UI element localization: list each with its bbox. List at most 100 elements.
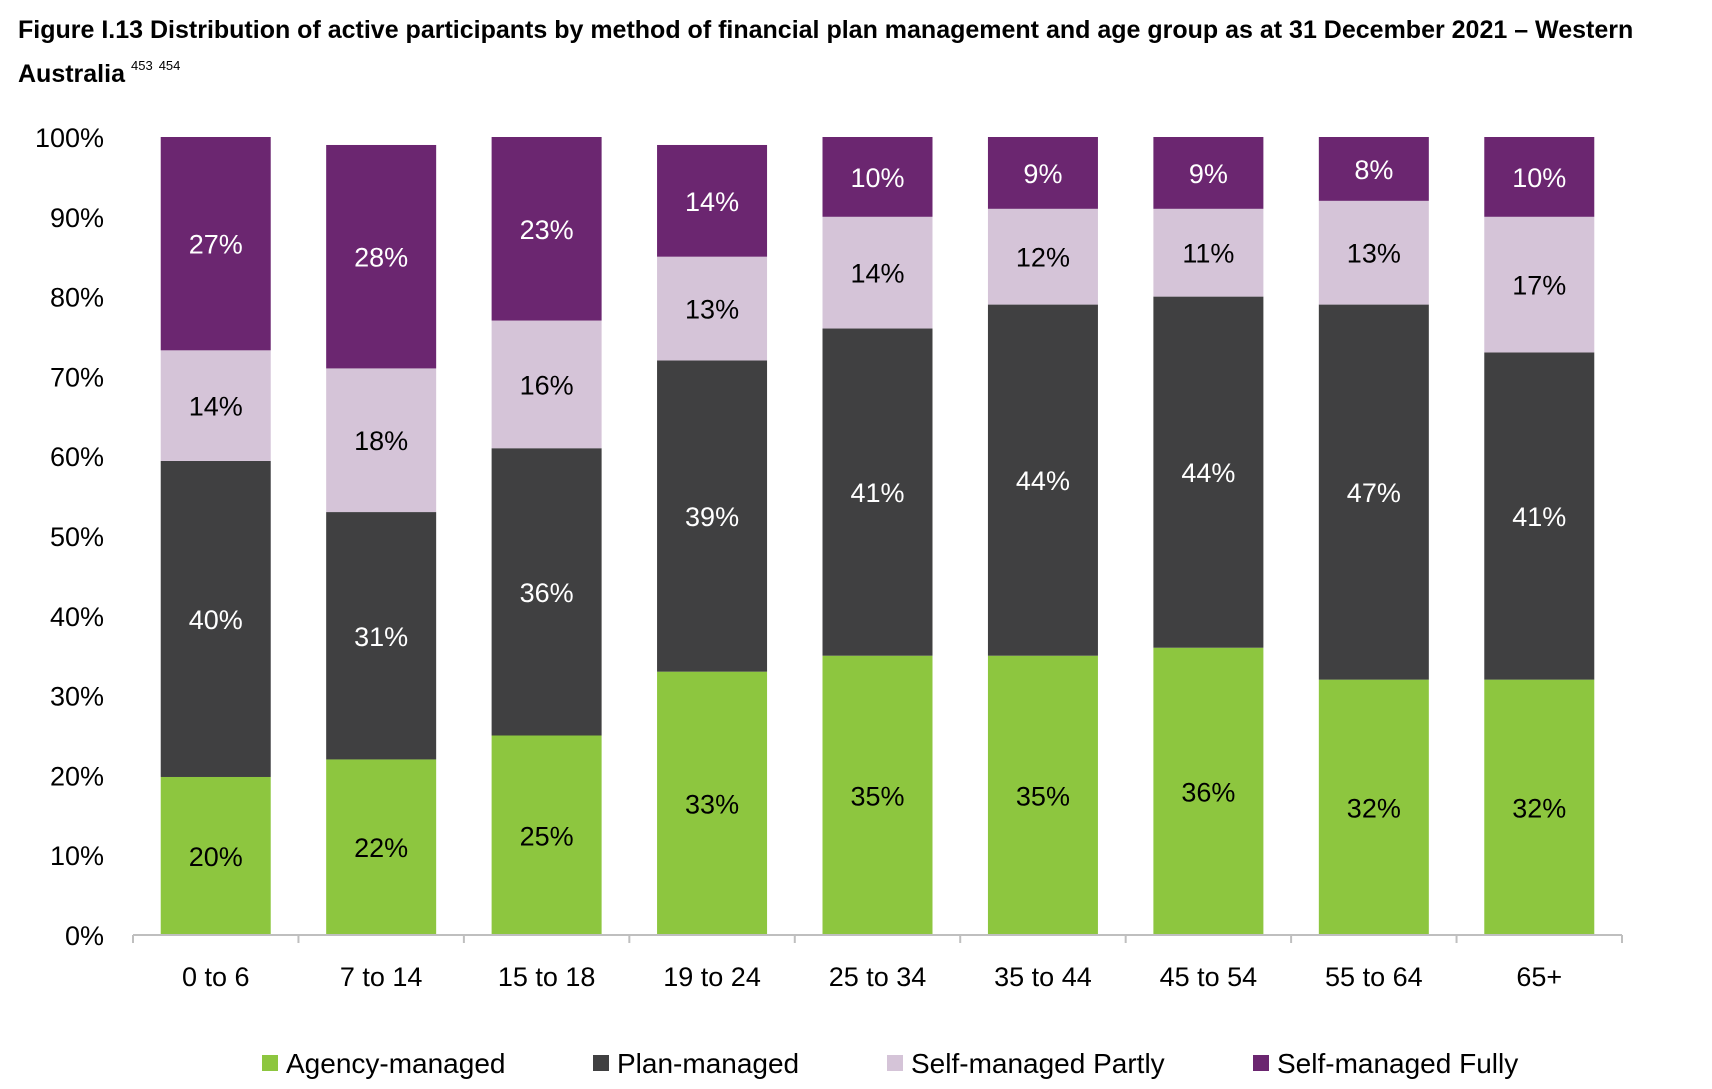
legend-swatch xyxy=(887,1055,903,1071)
legend-swatch xyxy=(262,1055,278,1071)
legend-swatch xyxy=(1253,1055,1269,1071)
x-tick-label: 19 to 24 xyxy=(663,962,761,992)
bar-segment xyxy=(1318,679,1429,935)
bar-segment xyxy=(657,671,768,935)
data-label: 25% xyxy=(520,821,574,851)
y-tick-label: 10% xyxy=(50,841,104,871)
legend-label: Self-managed Partly xyxy=(911,1048,1165,1079)
bar-segment xyxy=(326,512,437,760)
bar-segment xyxy=(491,137,602,321)
bar-segment xyxy=(1484,137,1595,217)
bar-segment xyxy=(1153,137,1264,209)
y-tick-label: 0% xyxy=(65,921,104,951)
data-label: 14% xyxy=(189,392,243,422)
legend-label: Self-managed Fully xyxy=(1277,1048,1518,1079)
legend-label: Agency-managed xyxy=(286,1048,505,1079)
x-tick-label: 25 to 34 xyxy=(829,962,927,992)
data-label: 44% xyxy=(1016,466,1070,496)
data-label: 20% xyxy=(189,842,243,872)
data-label: 13% xyxy=(685,295,739,325)
data-label: 39% xyxy=(685,502,739,532)
data-label: 16% xyxy=(520,370,574,400)
y-tick-label: 100% xyxy=(35,123,104,153)
footnote-ref-1: 453 xyxy=(130,58,153,73)
bar-segment xyxy=(491,448,602,736)
data-label: 33% xyxy=(685,789,739,819)
bar-segment xyxy=(822,137,933,217)
y-tick-label: 40% xyxy=(50,602,104,632)
bar-segment xyxy=(1484,216,1595,353)
bar-segment xyxy=(491,320,602,449)
data-label: 23% xyxy=(520,215,574,245)
data-label: 44% xyxy=(1181,458,1235,488)
data-label: 12% xyxy=(1016,243,1070,273)
bar-segment xyxy=(657,256,768,361)
data-label: 41% xyxy=(850,478,904,508)
data-label: 31% xyxy=(354,622,408,652)
legend-swatch xyxy=(593,1055,609,1071)
bar-segment xyxy=(326,759,437,935)
x-tick-label: 7 to 14 xyxy=(340,962,423,992)
data-label: 36% xyxy=(1181,777,1235,807)
data-label: 22% xyxy=(354,833,408,863)
chart-title: Figure I.13 Distribution of active parti… xyxy=(18,12,1698,92)
data-label: 10% xyxy=(850,163,904,193)
bar-segment xyxy=(160,350,271,461)
x-tick-label: 55 to 64 xyxy=(1325,962,1423,992)
data-label: 9% xyxy=(1189,159,1228,189)
data-label: 8% xyxy=(1354,155,1393,185)
y-tick-label: 20% xyxy=(50,761,104,791)
data-label: 40% xyxy=(189,605,243,635)
data-label: 17% xyxy=(1512,271,1566,301)
x-tick-label: 15 to 18 xyxy=(498,962,596,992)
x-tick-label: 35 to 44 xyxy=(994,962,1092,992)
bar-segment xyxy=(987,208,1098,305)
y-tick-label: 70% xyxy=(50,362,104,392)
bar-segment xyxy=(1153,647,1264,935)
data-label: 14% xyxy=(850,259,904,289)
x-tick-label: 0 to 6 xyxy=(182,962,250,992)
data-label: 47% xyxy=(1347,478,1401,508)
bar-segment xyxy=(987,304,1098,656)
y-tick-label: 60% xyxy=(50,442,104,472)
bar-segment xyxy=(987,137,1098,209)
y-tick-label: 90% xyxy=(50,203,104,233)
bar-segment xyxy=(326,368,437,513)
data-label: 32% xyxy=(1512,793,1566,823)
bar-segment xyxy=(160,460,271,777)
data-label: 11% xyxy=(1182,239,1234,269)
bar-segment xyxy=(1484,352,1595,680)
bar-segment xyxy=(657,360,768,672)
bar-segment xyxy=(1318,137,1429,201)
data-label: 36% xyxy=(520,578,574,608)
chart-title-text: Figure I.13 Distribution of active parti… xyxy=(18,16,1634,88)
y-tick-label: 80% xyxy=(50,283,104,313)
data-label: 28% xyxy=(354,243,408,273)
data-label: 35% xyxy=(850,781,904,811)
legend-label: Plan-managed xyxy=(617,1048,799,1079)
x-tick-label: 65+ xyxy=(1516,962,1562,992)
data-label: 35% xyxy=(1016,781,1070,811)
y-tick-label: 30% xyxy=(50,682,104,712)
bar-segment xyxy=(657,144,768,257)
data-label: 14% xyxy=(685,187,739,217)
footnote-ref-2: 454 xyxy=(158,58,181,73)
data-label: 18% xyxy=(354,426,408,456)
bar-segment xyxy=(822,655,933,935)
y-tick-label: 50% xyxy=(50,522,104,552)
bar-segment xyxy=(1318,304,1429,680)
data-label: 27% xyxy=(189,230,243,260)
bar-segment xyxy=(491,735,602,935)
data-label: 10% xyxy=(1512,163,1566,193)
data-label: 13% xyxy=(1347,239,1401,269)
bar-segment xyxy=(1484,679,1595,935)
x-tick-label: 45 to 54 xyxy=(1160,962,1258,992)
bar-segment xyxy=(822,328,933,656)
data-label: 32% xyxy=(1347,793,1401,823)
bar-segment xyxy=(160,776,271,935)
bar-segment xyxy=(1153,296,1264,648)
data-label: 41% xyxy=(1512,502,1566,532)
bar-segment xyxy=(160,137,271,351)
bar-segment xyxy=(987,655,1098,935)
